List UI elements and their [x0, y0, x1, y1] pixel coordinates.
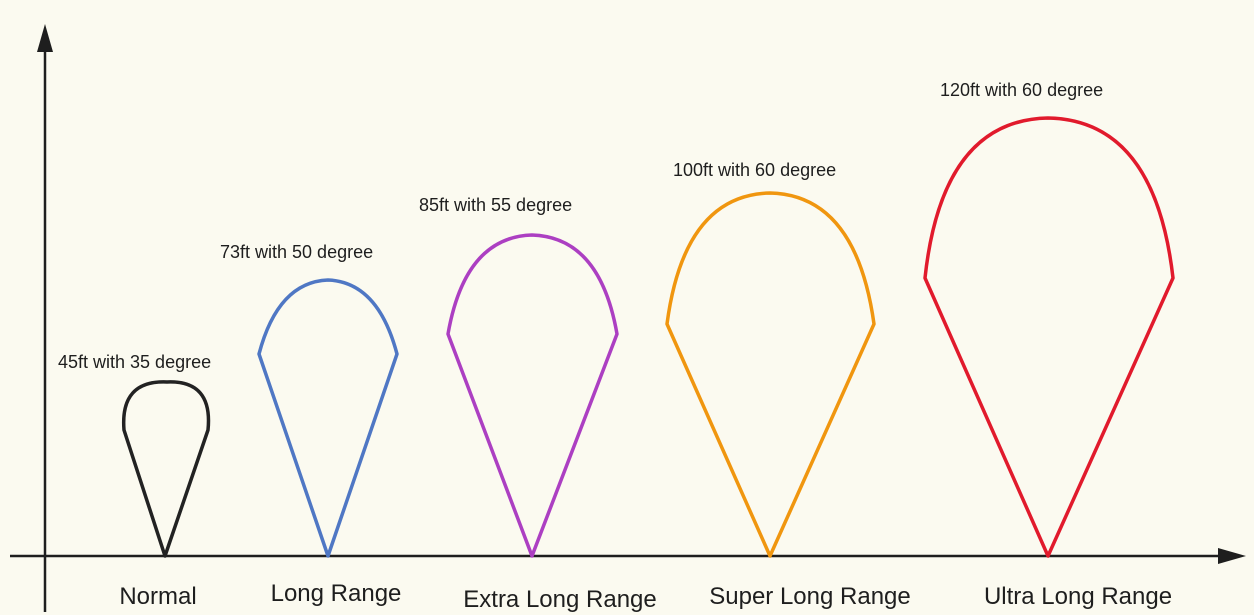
- category-label-extra-long-range: Extra Long Range: [463, 586, 656, 613]
- beam-shape-long-range: [257, 278, 399, 558]
- category-label-long-range: Long Range: [271, 580, 402, 607]
- x-axis-arrow-icon: [1218, 548, 1246, 564]
- beam-label-normal: 45ft with 35 degree: [58, 352, 211, 372]
- beam-shape-super-long-range: [665, 191, 876, 558]
- category-label-super-long-range: Super Long Range: [709, 583, 911, 610]
- beam-label-extra-long-range: 85ft with 55 degree: [419, 195, 572, 215]
- beam-label-super-long-range: 100ft with 60 degree: [673, 160, 836, 180]
- category-label-ultra-long-range: Ultra Long Range: [984, 583, 1172, 610]
- beam-shape-extra-long-range: [446, 233, 619, 558]
- beam-label-ultra-long-range: 120ft with 60 degree: [940, 80, 1103, 100]
- beam-label-long-range: 73ft with 50 degree: [220, 242, 373, 262]
- y-axis-arrow-icon: [37, 24, 53, 52]
- beam-shape-normal: [121, 380, 211, 558]
- category-label-normal: Normal: [119, 583, 196, 610]
- beam-shape-ultra-long-range: [923, 116, 1175, 558]
